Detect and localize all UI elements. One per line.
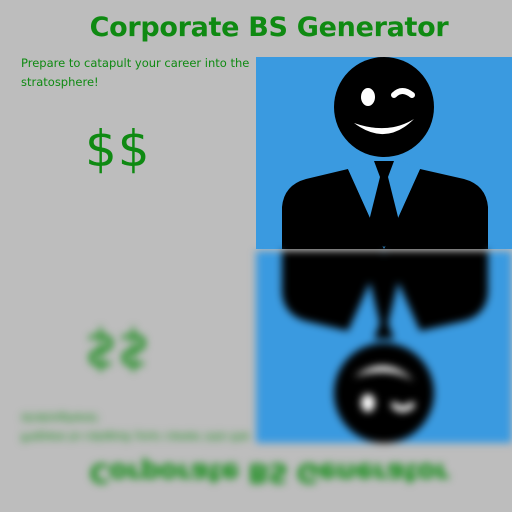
reflected-dollar-signs: $$ xyxy=(85,322,151,380)
dollar-signs: $$ xyxy=(85,120,151,178)
tie-icon xyxy=(366,161,402,247)
winking-face-icon xyxy=(334,57,434,157)
reflected-title: Corporate BS Generator xyxy=(89,457,449,488)
page-title: Corporate BS Generator xyxy=(89,12,449,43)
businessman-illustration xyxy=(256,57,512,249)
reflected-tagline: Prepare to catapult your career into the… xyxy=(21,411,250,444)
reflected-figure xyxy=(282,251,488,443)
suit-right-icon xyxy=(384,169,488,249)
tagline-text: Prepare to catapult your career into the… xyxy=(21,56,250,89)
suit-icon xyxy=(282,169,384,249)
businessman-figure xyxy=(282,57,488,249)
reflected-illustration xyxy=(256,251,512,443)
